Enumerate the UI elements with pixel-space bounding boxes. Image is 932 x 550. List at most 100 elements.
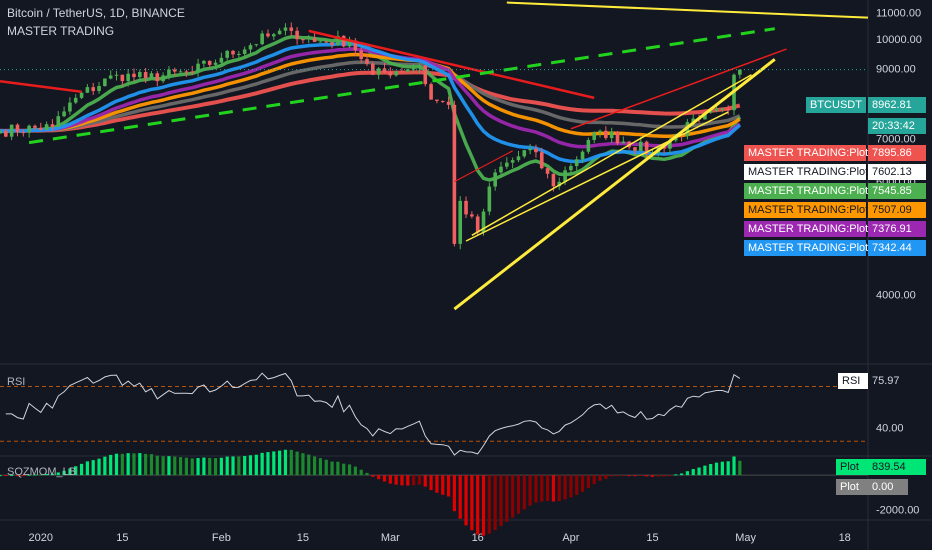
candle-body — [347, 40, 352, 47]
sqz-bar — [167, 456, 171, 476]
candle-body — [190, 71, 195, 73]
sqz-bar — [598, 475, 602, 481]
candle-body — [493, 172, 497, 187]
price-tag-name: BTCUSDT — [806, 97, 866, 113]
sqz-bar — [45, 473, 49, 476]
candle-body — [108, 75, 113, 79]
candle-body — [231, 50, 235, 55]
candle-body — [411, 67, 416, 70]
candle-body — [301, 39, 305, 41]
candle-body — [452, 104, 457, 244]
candle-body — [516, 156, 521, 161]
candle-body — [417, 65, 422, 68]
sqz-bar — [452, 475, 456, 512]
candle-body — [341, 35, 346, 47]
sqz-bar — [208, 457, 212, 476]
candle-body — [114, 74, 119, 76]
sqz-bar — [0, 475, 2, 477]
yellow-trendline — [506, 1, 869, 19]
sqz-bar — [703, 465, 707, 476]
candle-body — [143, 72, 148, 78]
sqz-tag-value: 0.00 — [868, 479, 908, 495]
candle-body — [539, 152, 544, 169]
candle-body — [62, 111, 66, 117]
candle-body — [15, 124, 20, 133]
candle-body — [138, 72, 142, 78]
price-tag-value: 7507.09 — [868, 202, 926, 218]
candle-body — [155, 73, 160, 82]
sqz-bar — [662, 475, 666, 477]
sqz-bar — [738, 460, 742, 476]
sqz-bar — [260, 452, 264, 476]
sqz-bar — [645, 475, 649, 477]
candle-body — [633, 147, 637, 151]
sqz-bar — [656, 475, 660, 477]
sqz-bar — [528, 475, 532, 506]
candle-body — [33, 125, 37, 128]
price-tag-name: MASTER TRADING:Plot — [744, 183, 868, 199]
candle-body — [394, 71, 398, 76]
sqz-bar — [382, 475, 387, 482]
price-tag-value: 7545.85 — [868, 183, 926, 199]
candle-body — [470, 214, 474, 217]
yellow-trendline — [465, 111, 729, 242]
sqz-bar — [184, 457, 189, 476]
candle-body — [510, 160, 515, 163]
candle-body — [242, 49, 247, 54]
candle-body — [324, 41, 329, 43]
sqz-bar — [446, 475, 451, 497]
sqz-bar — [615, 475, 620, 477]
candle-body — [738, 69, 742, 75]
sqz-bar — [318, 458, 323, 476]
sqz-bar — [592, 475, 596, 485]
sqz-bar — [56, 472, 60, 476]
sqz-bar — [406, 475, 410, 486]
sqz-bar — [307, 454, 311, 476]
sqz-bar — [149, 454, 154, 476]
candle-body — [50, 124, 55, 127]
price-tag-name: MASTER TRADING:Plot — [744, 164, 868, 180]
price-tag-name: MASTER TRADING:Plot — [744, 221, 868, 237]
candle-body — [574, 159, 579, 167]
candle-body — [569, 166, 573, 171]
sqz-tag-name: Plot — [836, 459, 868, 475]
sqz-bar — [668, 475, 672, 477]
moving-average-line — [0, 70, 741, 133]
candle-body — [149, 73, 154, 78]
sqz-tick-label: -2000.00 — [876, 504, 919, 516]
rsi-pane-label: RSI — [7, 376, 26, 388]
sqz-bar — [709, 464, 713, 476]
sqz-bar — [161, 456, 165, 476]
sqz-bar — [254, 454, 258, 476]
candle-body — [196, 63, 200, 72]
candle-body — [534, 148, 538, 153]
sqz-bar — [39, 474, 43, 476]
sqz-bar — [697, 467, 701, 476]
sqz-bar — [62, 470, 66, 476]
sqz-bar — [435, 475, 439, 493]
sqz-bar — [493, 475, 497, 530]
sqz-bar — [499, 475, 503, 526]
sqz-bar — [213, 458, 218, 476]
sqz-bar — [347, 464, 352, 476]
sqz-bar — [551, 475, 556, 502]
price-tag-name: MASTER TRADING:Plot — [744, 145, 868, 161]
candle-body — [481, 211, 486, 233]
price-tick-label: 4000.00 — [876, 290, 916, 302]
sqz-bar — [481, 475, 486, 536]
sqz-bar — [336, 461, 340, 476]
sqz-bar — [726, 461, 730, 476]
sqz-bar — [15, 475, 20, 477]
sqz-bar — [342, 463, 346, 476]
candle-body — [132, 73, 136, 78]
candle-body — [4, 130, 8, 137]
candle-body — [126, 73, 130, 82]
sqz-bar — [301, 453, 305, 476]
sqz-bar — [173, 456, 177, 476]
price-tag-name: MASTER TRADING:Plot — [744, 202, 868, 218]
candle-body — [592, 132, 597, 140]
sqz-bar — [283, 449, 288, 476]
sqz-bar — [377, 475, 381, 480]
candle-body — [522, 150, 527, 157]
